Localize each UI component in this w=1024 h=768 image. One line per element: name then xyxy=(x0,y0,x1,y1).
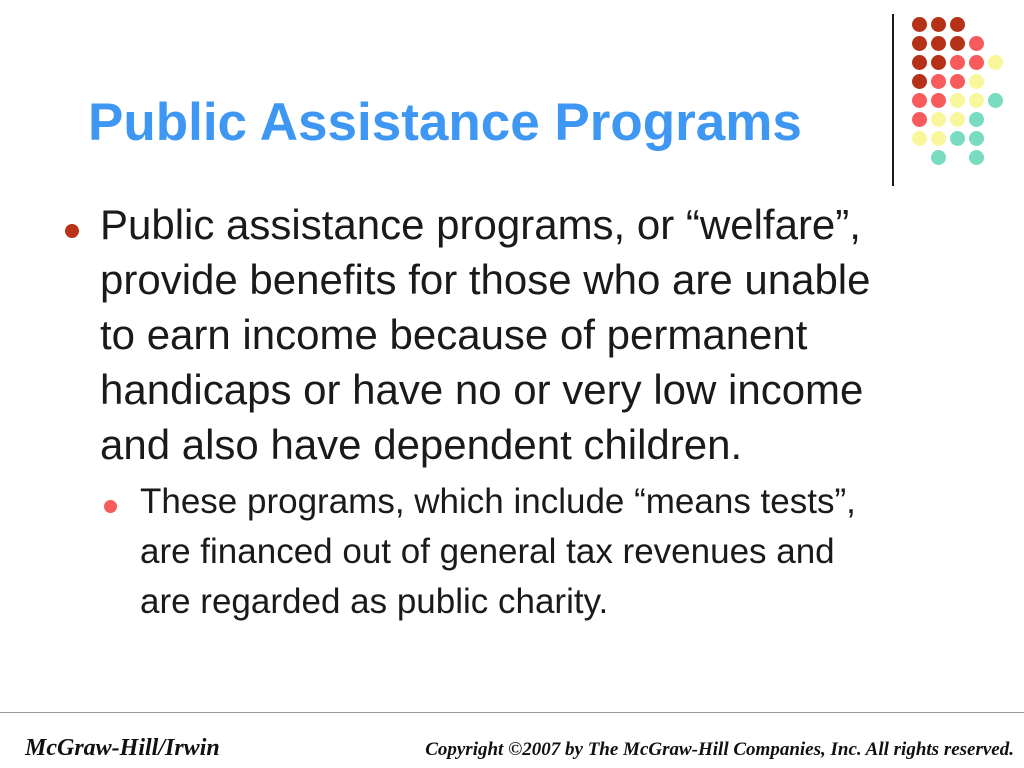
decor-dot xyxy=(986,53,1005,72)
decorative-vertical-line xyxy=(892,14,894,186)
decor-dot-empty xyxy=(986,129,1005,148)
text-line: are financed out of general tax revenues… xyxy=(140,532,835,571)
decor-dot xyxy=(967,72,986,91)
decor-dot-empty xyxy=(986,34,1005,53)
decor-dot-empty xyxy=(910,148,929,167)
footer-divider xyxy=(0,712,1024,713)
decor-dot xyxy=(910,129,929,148)
slide-title: Public Assistance Programs xyxy=(88,93,802,152)
decor-dot xyxy=(967,53,986,72)
decor-dot xyxy=(986,91,1005,110)
decor-dot-empty xyxy=(948,148,967,167)
footer-copyright: Copyright ©2007 by The McGraw-Hill Compa… xyxy=(425,739,1014,760)
decor-dot xyxy=(910,34,929,53)
decor-dot-empty xyxy=(986,148,1005,167)
footer-brand: McGraw-Hill/Irwin xyxy=(25,735,220,761)
decor-dot xyxy=(967,129,986,148)
bullet-icon xyxy=(65,224,79,238)
decor-dot xyxy=(948,53,967,72)
decor-dot xyxy=(910,110,929,129)
text-line: to earn income because of permanent xyxy=(100,311,808,358)
decor-dot xyxy=(948,15,967,34)
text-line: are regarded as public charity. xyxy=(140,582,609,621)
decor-dot xyxy=(948,110,967,129)
text-line: These programs, which include “means tes… xyxy=(140,482,856,521)
decor-dot xyxy=(929,129,948,148)
decor-dot xyxy=(929,53,948,72)
decor-dot xyxy=(929,110,948,129)
decor-dot-empty xyxy=(986,72,1005,91)
decor-dot xyxy=(929,34,948,53)
decor-dot xyxy=(948,129,967,148)
dot-grid-decoration xyxy=(910,15,1005,167)
decor-dot xyxy=(929,91,948,110)
decor-dot xyxy=(910,72,929,91)
decor-dot xyxy=(929,15,948,34)
text-line: provide benefits for those who are unabl… xyxy=(100,256,871,303)
decor-dot-empty xyxy=(967,15,986,34)
text-line: handicaps or have no or very low income xyxy=(100,366,864,413)
decor-dot xyxy=(910,91,929,110)
text-line: Public assistance programs, or “welfare”… xyxy=(100,201,861,248)
decor-dot xyxy=(929,72,948,91)
decor-dot-empty xyxy=(986,15,1005,34)
decor-dot xyxy=(967,110,986,129)
sub-bullet-icon xyxy=(104,500,117,513)
bullet-text-level1: Public assistance programs, or “welfare”… xyxy=(100,197,871,472)
text-line: and also have dependent children. xyxy=(100,421,743,468)
decor-dot xyxy=(929,148,948,167)
decor-dot xyxy=(910,15,929,34)
decor-dot xyxy=(948,34,967,53)
decor-dot xyxy=(967,91,986,110)
decor-dot xyxy=(948,72,967,91)
bullet-text-level2: These programs, which include “means tes… xyxy=(140,477,856,627)
decor-dot xyxy=(948,91,967,110)
decor-dot xyxy=(967,148,986,167)
decor-dot xyxy=(910,53,929,72)
decor-dot-empty xyxy=(986,110,1005,129)
decor-dot xyxy=(967,34,986,53)
